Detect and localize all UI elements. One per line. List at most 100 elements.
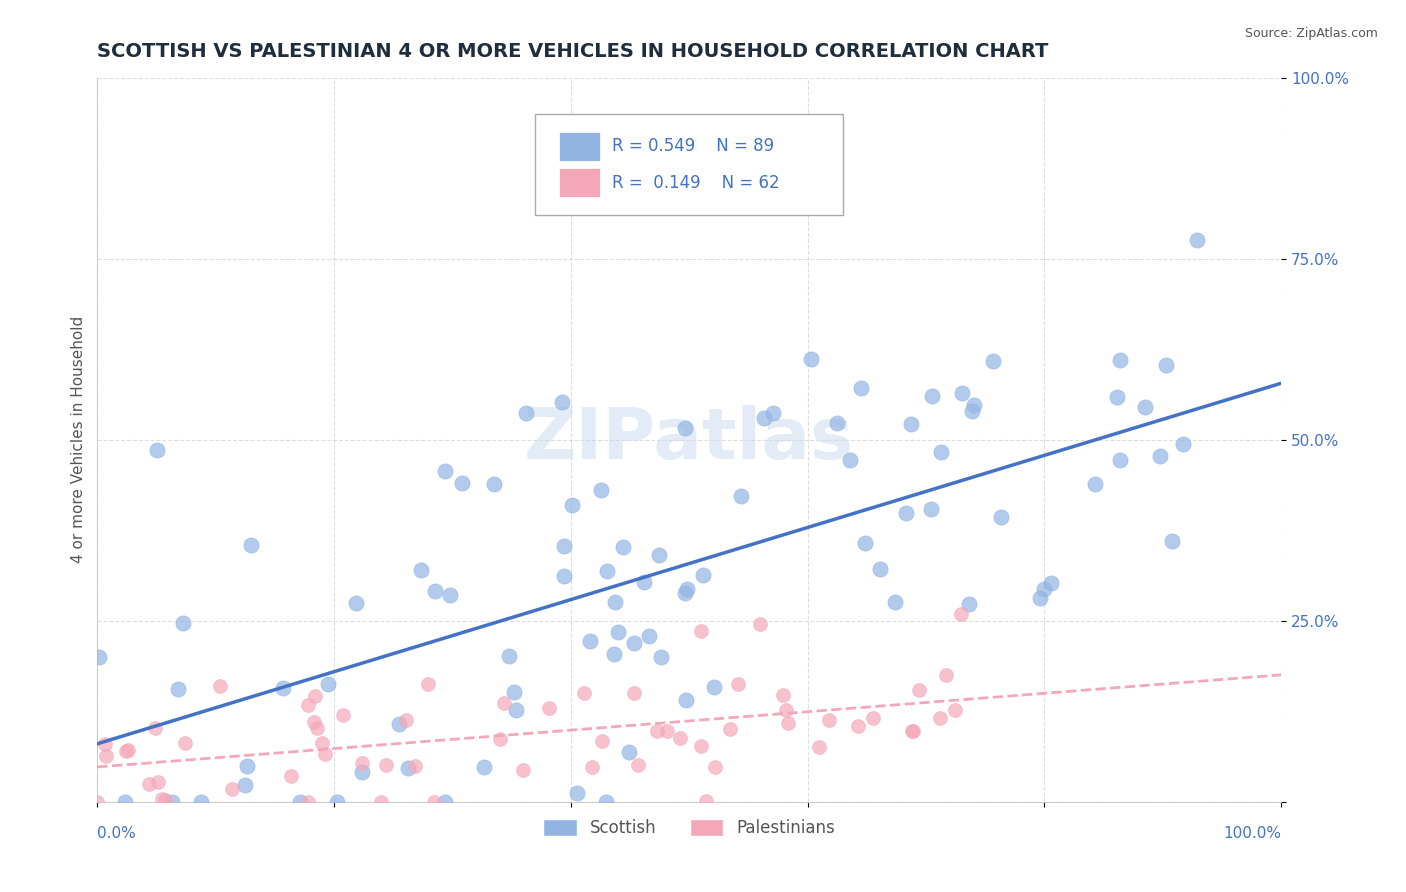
Point — [901, 724, 924, 739]
Point — [502, 685, 524, 699]
Point — [395, 713, 418, 727]
Point — [433, 464, 456, 478]
Point — [208, 679, 231, 693]
Point — [627, 758, 650, 772]
Point — [900, 417, 922, 431]
Text: ZIPatlas: ZIPatlas — [524, 405, 855, 474]
Point — [808, 739, 831, 754]
Point — [825, 416, 848, 430]
Point — [146, 774, 169, 789]
Point — [114, 743, 136, 757]
Point — [650, 649, 672, 664]
Point — [655, 723, 678, 738]
Point — [950, 385, 973, 400]
Point — [595, 564, 617, 578]
Point — [167, 681, 190, 696]
Point — [94, 738, 117, 752]
Point — [695, 794, 717, 808]
Point — [425, 584, 447, 599]
Point — [1185, 233, 1208, 247]
Point — [553, 539, 575, 553]
Point — [304, 689, 326, 703]
Point — [818, 713, 841, 727]
Point — [981, 354, 1004, 368]
Point — [86, 795, 108, 809]
Point — [935, 668, 957, 682]
Point — [591, 483, 613, 497]
Point — [297, 698, 319, 712]
Point — [1133, 400, 1156, 414]
Point — [692, 567, 714, 582]
Legend: Scottish, Palestinians: Scottish, Palestinians — [537, 813, 842, 844]
Point — [623, 636, 645, 650]
Point — [505, 702, 527, 716]
Bar — [560, 168, 600, 197]
Point — [1028, 591, 1050, 605]
Point — [957, 597, 980, 611]
Point — [297, 795, 319, 809]
Text: Source: ZipAtlas.com: Source: ZipAtlas.com — [1244, 27, 1378, 40]
Point — [648, 548, 671, 562]
Point — [498, 648, 520, 663]
Point — [305, 722, 328, 736]
Point — [638, 629, 661, 643]
Point — [290, 795, 312, 809]
Point — [595, 795, 617, 809]
Point — [221, 781, 243, 796]
Point — [311, 736, 333, 750]
Point — [553, 569, 575, 583]
Point — [591, 734, 613, 748]
Point — [633, 574, 655, 589]
Point — [304, 714, 326, 729]
Point — [669, 731, 692, 746]
Point — [884, 595, 907, 609]
Point — [800, 352, 823, 367]
Point — [515, 406, 537, 420]
Point — [332, 708, 354, 723]
Point — [236, 758, 259, 772]
Point — [749, 617, 772, 632]
Point — [617, 745, 640, 759]
Point — [489, 732, 512, 747]
Point — [1105, 390, 1128, 404]
Point — [703, 760, 725, 774]
Point — [190, 795, 212, 809]
Point — [612, 541, 634, 555]
Point — [623, 686, 645, 700]
Point — [862, 711, 884, 725]
Point — [1040, 575, 1063, 590]
Point — [146, 442, 169, 457]
Point — [1084, 476, 1107, 491]
Point — [1160, 534, 1182, 549]
Point — [314, 747, 336, 762]
Point — [718, 722, 741, 736]
Point — [572, 685, 595, 699]
Point — [492, 696, 515, 710]
Point — [853, 535, 876, 549]
Point — [150, 791, 173, 805]
Point — [411, 563, 433, 577]
Point — [484, 477, 506, 491]
Point — [690, 739, 713, 753]
Point — [388, 716, 411, 731]
Point — [920, 501, 942, 516]
Point — [433, 795, 456, 809]
Point — [963, 398, 986, 412]
Point — [921, 389, 943, 403]
Point — [374, 757, 396, 772]
Point — [423, 795, 446, 809]
Point — [1108, 453, 1130, 467]
Point — [772, 688, 794, 702]
Point — [727, 676, 749, 690]
Point — [233, 778, 256, 792]
Point — [607, 624, 630, 639]
Point — [762, 406, 785, 420]
Point — [472, 760, 495, 774]
Point — [730, 489, 752, 503]
Point — [551, 394, 574, 409]
Point — [87, 649, 110, 664]
Point — [949, 607, 972, 622]
Text: R = 0.549    N = 89: R = 0.549 N = 89 — [612, 137, 775, 155]
Point — [846, 719, 869, 733]
Text: 0.0%: 0.0% — [97, 826, 136, 841]
